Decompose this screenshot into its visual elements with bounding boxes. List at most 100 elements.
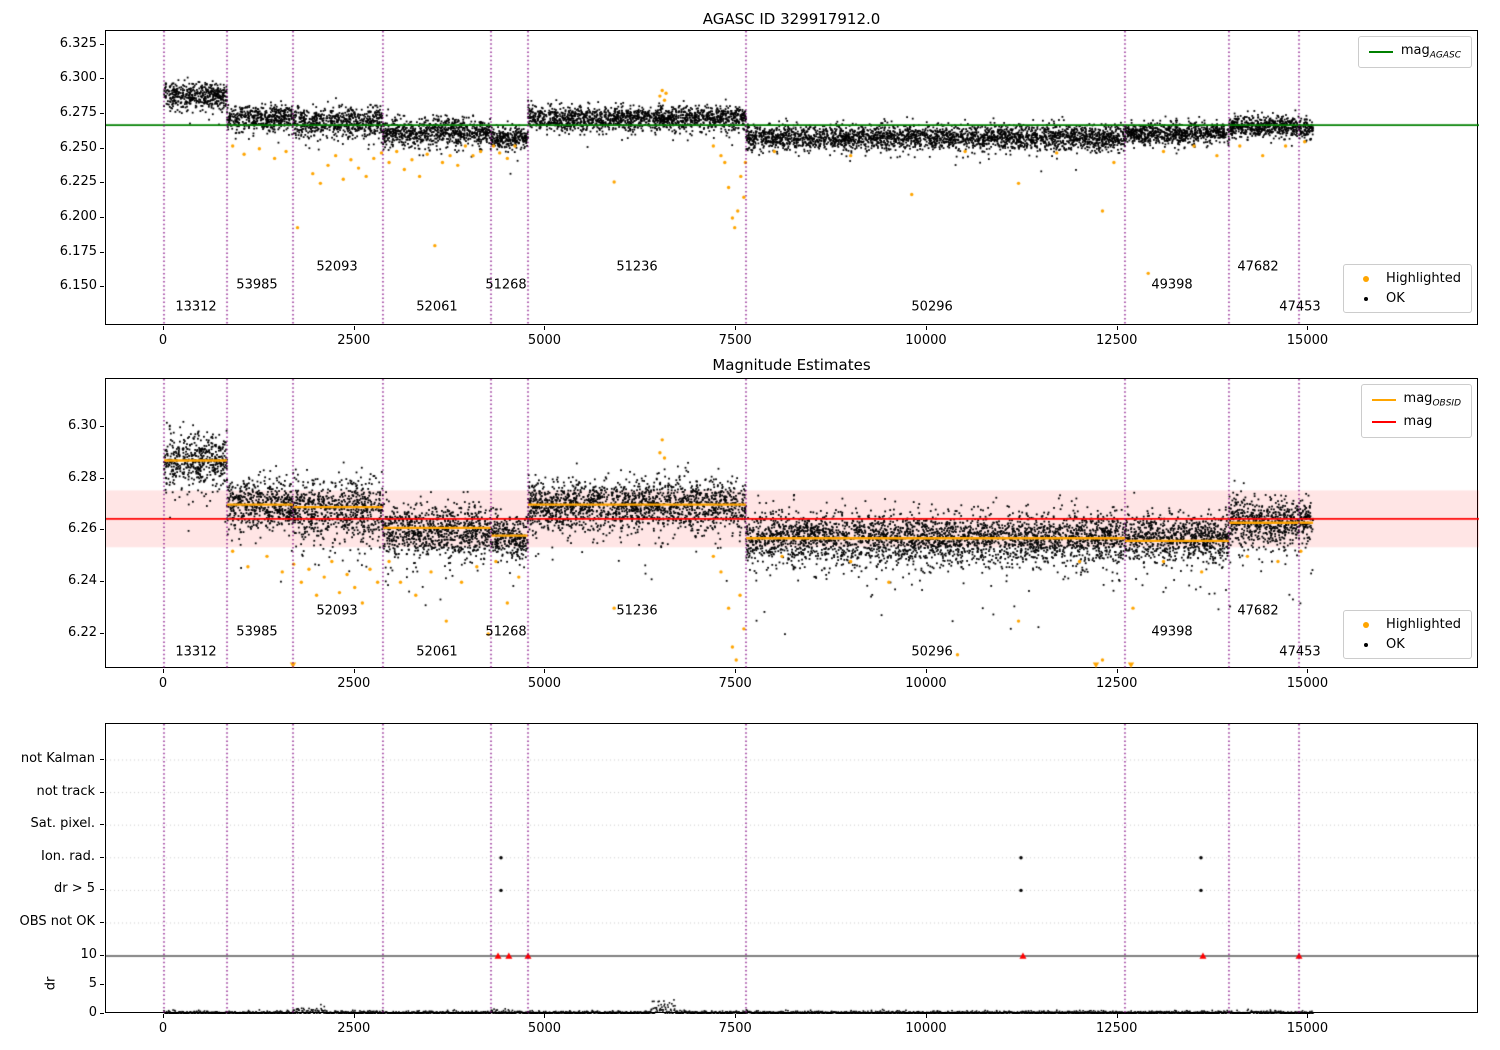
tick-mark — [1116, 326, 1118, 330]
legend-label: magAGASC — [1400, 43, 1461, 61]
panel1-title: AGASC ID 329917912.0 — [702, 10, 881, 28]
tick-mark — [100, 984, 104, 985]
tick-mark — [1307, 669, 1309, 673]
tick-mark — [100, 759, 104, 760]
tick-mark — [100, 425, 104, 427]
legend-row: OK — [1354, 637, 1461, 652]
tick-mark — [735, 326, 737, 330]
tick-mark — [735, 669, 737, 673]
legend-row: magOBSID — [1371, 391, 1461, 409]
x-tick-label: 7500 — [718, 333, 752, 348]
tick-mark — [100, 922, 104, 923]
legend-label: mag — [1403, 413, 1433, 429]
y-tick-label: 6.275 — [59, 105, 97, 121]
panel2-title: Magnitude Estimates — [712, 356, 871, 374]
flags-dr-plot — [105, 723, 1479, 1014]
y-tick-label: 6.250 — [59, 139, 97, 155]
tick-mark — [100, 791, 104, 793]
x-tick-label: 15000 — [1286, 333, 1329, 348]
x-tick-label: 5000 — [527, 1021, 562, 1036]
obsid-label: 52093 — [316, 259, 358, 275]
orange-line-sample-icon — [1371, 398, 1396, 401]
x-tick-label: 12500 — [1096, 1021, 1138, 1036]
dr-tick-label: 5 — [88, 976, 97, 991]
tick-mark — [925, 669, 927, 673]
tick-mark — [1307, 326, 1309, 330]
obsid-label: 52061 — [416, 299, 458, 315]
black-dot-sample-icon — [1354, 296, 1378, 301]
obsid-label: 47453 — [1279, 299, 1321, 315]
legend-mag-agasc: magAGASC — [1357, 36, 1472, 68]
y-tick-label: 6.22 — [68, 625, 97, 641]
dr-tick-label: 10 — [80, 947, 97, 962]
tick-mark — [100, 529, 104, 531]
obsid-label: 51268 — [485, 624, 527, 640]
legend-label: magOBSID — [1403, 391, 1461, 409]
legend-label: Highlighted — [1386, 617, 1461, 632]
orange-dot-sample-icon — [1354, 275, 1378, 282]
tick-mark — [100, 78, 104, 80]
y-tick-label: 6.150 — [59, 278, 97, 294]
magnitude-estimates-plot — [105, 378, 1479, 669]
x-tick-label: 0 — [158, 333, 168, 348]
tick-mark — [162, 326, 164, 330]
tick-mark — [544, 1014, 546, 1018]
legend-row: magAGASC — [1368, 43, 1461, 61]
tick-mark — [353, 1014, 355, 1018]
legend-mag-obsid: magOBSID mag — [1360, 384, 1472, 439]
y-tick-label: 6.26 — [68, 521, 97, 537]
y-tick-label: 6.325 — [59, 35, 97, 51]
tick-mark — [100, 824, 104, 826]
tick-mark — [100, 286, 104, 288]
y-tick-label: 6.225 — [59, 174, 97, 190]
tick-mark — [162, 1014, 164, 1018]
legend-label: OK — [1386, 637, 1405, 652]
x-tick-label: 12500 — [1096, 333, 1138, 348]
tick-mark — [353, 669, 355, 673]
red-line-sample-icon — [1371, 421, 1396, 424]
legend-points-panel1: Highlighted OK — [1343, 264, 1472, 313]
tick-mark — [735, 1014, 737, 1018]
x-tick-label: 10000 — [905, 1021, 947, 1036]
x-tick-label: 5000 — [527, 333, 562, 348]
obsid-label: 49398 — [1151, 624, 1193, 640]
obsid-label: 50296 — [911, 644, 953, 660]
obsid-label: 52093 — [316, 603, 358, 619]
x-tick-label: 15000 — [1286, 676, 1329, 691]
tick-mark — [100, 1013, 104, 1014]
tick-mark — [1116, 1014, 1118, 1018]
obsid-label: 49398 — [1151, 277, 1193, 293]
flag-category-label: Sat. pixel. — [30, 816, 95, 832]
x-tick-label: 12500 — [1096, 676, 1138, 691]
tick-mark — [1307, 1014, 1309, 1018]
tick-mark — [1116, 669, 1118, 673]
y-tick-label: 6.24 — [68, 573, 97, 589]
obsid-label: 53985 — [236, 624, 278, 640]
tick-mark — [544, 669, 546, 673]
black-dot-sample-icon — [1354, 642, 1378, 647]
legend-points-panel2: Highlighted OK — [1343, 610, 1472, 659]
tick-mark — [100, 182, 104, 184]
obsid-label: 51236 — [616, 603, 658, 619]
orange-dot-sample-icon — [1354, 621, 1378, 628]
x-tick-label: 10000 — [905, 333, 947, 348]
x-tick-label: 0 — [158, 676, 168, 691]
axes3-canvas — [106, 724, 1479, 1014]
obsid-label: 51236 — [616, 259, 658, 275]
x-tick-label: 7500 — [718, 676, 752, 691]
tick-mark — [925, 326, 927, 330]
flag-category-label: Ion. rad. — [41, 848, 95, 864]
tick-mark — [100, 889, 104, 891]
x-tick-label: 2500 — [337, 333, 371, 348]
green-line-sample-icon — [1368, 50, 1393, 53]
obsid-label: 13312 — [175, 299, 217, 315]
legend-label: OK — [1386, 291, 1405, 306]
obsid-label: 47682 — [1237, 259, 1279, 275]
x-tick-label: 5000 — [527, 676, 562, 691]
flag-category-label: dr > 5 — [53, 881, 95, 897]
y-tick-label: 6.30 — [68, 417, 97, 433]
tick-mark — [100, 955, 104, 956]
tick-mark — [100, 216, 104, 218]
tick-mark — [100, 856, 104, 858]
